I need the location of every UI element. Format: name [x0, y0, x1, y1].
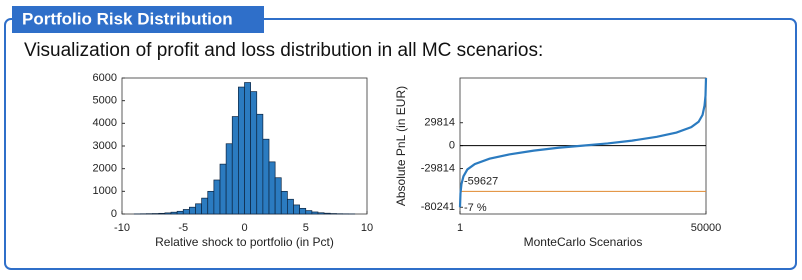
histogram-bar [245, 83, 251, 214]
histogram-bar [281, 191, 287, 214]
histogram-bar [275, 178, 281, 214]
y-tick-label: 2000 [93, 163, 117, 175]
x-tick-label: 50000 [691, 222, 722, 234]
y-tick-label: 6000 [93, 72, 117, 84]
y-tick-label: 0 [449, 140, 455, 152]
histogram-bar [269, 162, 275, 214]
y-tick-label: 0 [111, 208, 117, 220]
y-tick-label: 5000 [93, 95, 117, 107]
histogram-bar [232, 117, 238, 214]
histogram-bar [300, 208, 306, 214]
histogram-bar [177, 211, 183, 214]
x-tick-label: -10 [114, 222, 130, 234]
histogram-bar [189, 207, 195, 214]
y-tick-label: 29814 [424, 117, 455, 129]
histogram-bar [183, 209, 189, 214]
header-title: Portfolio Risk Distribution [22, 9, 233, 28]
x-axis-label: Relative shock to portfolio (in Pct) [155, 235, 334, 249]
histogram-bar [263, 139, 269, 214]
histogram-bar [318, 213, 324, 214]
histogram-bar [196, 204, 202, 214]
histogram-bar [257, 114, 263, 214]
x-axis-label: MonteCarlo Scenarios [524, 235, 643, 249]
histogram-bar [220, 164, 226, 214]
reference-label: -59627 [464, 175, 498, 187]
histogram-bar [287, 199, 293, 214]
y-tick-label: 3000 [93, 140, 117, 152]
subtitle: Visualization of profit and loss distrib… [24, 40, 543, 61]
histogram-bar [214, 180, 220, 214]
x-tick-label: -5 [178, 222, 188, 234]
histogram-bar [165, 213, 171, 214]
y-tick-label: -80241 [421, 201, 455, 213]
x-tick-label: 10 [361, 222, 373, 234]
histogram-bar [159, 213, 165, 214]
histogram-bar [171, 212, 177, 214]
histogram-bar [324, 213, 330, 214]
histogram-bar [251, 92, 257, 214]
histogram-bar [294, 205, 300, 214]
histogram-bar [208, 191, 214, 214]
histogram-bar [226, 144, 232, 214]
y-axis-label: Absolute PnL (in EUR) [394, 86, 408, 206]
annotation: -7 % [464, 202, 487, 214]
histogram-bar [202, 198, 208, 214]
x-tick-label: 5 [303, 222, 309, 234]
y-tick-label: -29814 [421, 162, 455, 174]
y-tick-label: 1000 [93, 185, 117, 197]
y-tick-label: 4000 [93, 117, 117, 129]
x-tick-label: 0 [241, 222, 247, 234]
x-tick-label: 1 [457, 222, 463, 234]
histogram-bar [312, 212, 318, 214]
histogram-bar [238, 87, 244, 214]
histogram-bar [306, 211, 312, 214]
